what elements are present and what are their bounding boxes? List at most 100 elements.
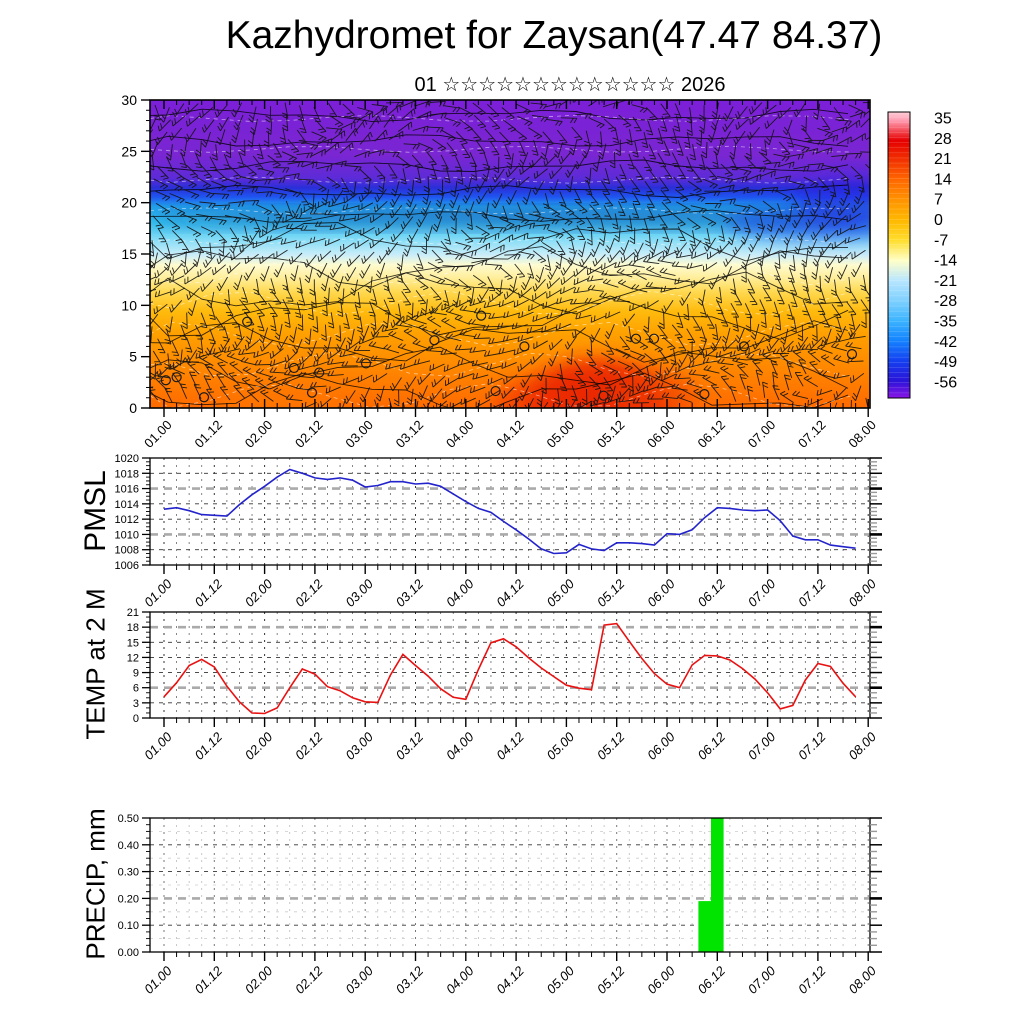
colorbar: 35 28 21 14 7 0 -7 -14 -21 -28 -35 -42 -49 -56 bbox=[887, 111, 957, 399]
y-tick-label: 0.20 bbox=[118, 893, 139, 905]
calm-wind-circle bbox=[306, 387, 318, 398]
colorbar-tick-label: -7 bbox=[934, 232, 948, 249]
svg-text:15: 15 bbox=[121, 246, 137, 262]
y-tick-label: 1008 bbox=[115, 545, 139, 557]
x-tick-label: 01.00 bbox=[141, 963, 175, 997]
x-tick-label: 04.00 bbox=[443, 417, 477, 451]
colorbar-tick-label: -35 bbox=[934, 314, 957, 331]
x-tick-label: 01.12 bbox=[191, 729, 225, 763]
x-tick-label: 05.12 bbox=[594, 576, 628, 610]
y-tick-label: 9 bbox=[133, 668, 139, 680]
x-tick-label: 05.12 bbox=[594, 417, 628, 451]
colorbar-tick-label: 28 bbox=[934, 131, 952, 148]
calm-wind-circle bbox=[171, 372, 182, 383]
x-tick-label: 03.00 bbox=[342, 729, 376, 763]
calm-wind-circle bbox=[699, 389, 710, 400]
x-tick-label: 01.00 bbox=[141, 729, 175, 763]
x-tick-label: 06.00 bbox=[644, 576, 678, 610]
x-tick-label: 05.00 bbox=[544, 576, 578, 610]
isoline bbox=[150, 222, 848, 262]
pmsl-panel: 1006 1008 1010 1012 1014 1016 1018 1020 01.00 01.… bbox=[115, 453, 882, 610]
x-tick-label: 01.12 bbox=[191, 417, 225, 451]
x-tick-label: 06.00 bbox=[644, 417, 678, 451]
x-tick-label: 03.12 bbox=[393, 963, 427, 997]
x-tick-label: 04.12 bbox=[493, 417, 527, 451]
isoline bbox=[150, 108, 849, 123]
x-tick-label: 04.00 bbox=[443, 576, 477, 610]
svg-text:0: 0 bbox=[129, 400, 137, 416]
isoline bbox=[150, 209, 849, 223]
calm-wind-circle bbox=[198, 392, 210, 403]
x-tick-label: 02.12 bbox=[292, 963, 326, 997]
x-tick-label: 01.12 bbox=[191, 576, 225, 610]
x-tick-label: 02.12 bbox=[292, 417, 326, 451]
wind-barbs bbox=[150, 100, 870, 408]
x-tick-label: 06.12 bbox=[694, 963, 728, 997]
calm-wind-circle bbox=[314, 367, 325, 378]
x-tick-label: 05.00 bbox=[544, 963, 578, 997]
temp-series-line bbox=[163, 622, 857, 715]
x-tick-label: 03.00 bbox=[342, 963, 376, 997]
isoline bbox=[150, 320, 849, 363]
temp-panel: 0 3 6 9 12 15 18 21 01.00 01.12 02.00 02.12 03.00 03.… bbox=[127, 607, 882, 763]
x-tick-label: 04.00 bbox=[443, 729, 477, 763]
x-tick-label: 08.00 bbox=[845, 576, 879, 610]
x-tick-label: 04.12 bbox=[493, 729, 527, 763]
x-tick-label: 02.00 bbox=[242, 576, 276, 610]
y-tick-label: 0.50 bbox=[118, 813, 139, 825]
x-tick-label: 06.12 bbox=[694, 729, 728, 763]
colorbar-tick-label: -56 bbox=[934, 374, 957, 391]
temperature-field bbox=[150, 100, 870, 408]
x-tick-label: 06.12 bbox=[694, 417, 728, 451]
colorbar-tick-label: 0 bbox=[934, 212, 943, 229]
x-tick-label: 02.00 bbox=[242, 963, 276, 997]
calm-wind-circle bbox=[242, 316, 253, 327]
y-tick-label: 21 bbox=[127, 607, 139, 619]
x-tick-label: 07.00 bbox=[745, 576, 779, 610]
x-tick-label: 05.12 bbox=[594, 963, 628, 997]
calm-wind-circle bbox=[360, 358, 372, 369]
y-tick-label: 1016 bbox=[115, 484, 139, 496]
calm-wind-circle bbox=[160, 375, 171, 386]
isoline bbox=[150, 271, 849, 315]
precip-bar bbox=[711, 818, 724, 952]
y-tick-label: 1020 bbox=[115, 453, 139, 465]
isoline bbox=[150, 295, 849, 340]
x-tick-label: 07.12 bbox=[795, 729, 829, 763]
y-tick-label: 1010 bbox=[115, 529, 139, 541]
svg-text:25: 25 bbox=[121, 143, 137, 159]
y-tick-label: 0.00 bbox=[118, 947, 139, 959]
colorbar-tick-label: -14 bbox=[934, 253, 957, 270]
x-tick-label: 07.12 bbox=[795, 963, 829, 997]
colorbar-tick-label: 21 bbox=[934, 151, 952, 168]
x-tick-label: 01.12 bbox=[191, 963, 225, 997]
calm-wind-circle bbox=[630, 333, 642, 344]
x-tick-label: 04.12 bbox=[493, 963, 527, 997]
calm-wind-circle bbox=[519, 341, 530, 352]
isoline bbox=[150, 159, 849, 172]
calm-wind-circle bbox=[598, 390, 609, 401]
x-tick-label: 03.00 bbox=[342, 417, 376, 451]
y-tick-label: 0.40 bbox=[118, 840, 139, 852]
page-title: Kazhydromet for Zaysan(47.47 84.37) bbox=[225, 14, 883, 57]
svg-text:10: 10 bbox=[121, 297, 137, 313]
pmsl-axis-title: PMSL bbox=[79, 470, 112, 552]
y-tick-label: 6 bbox=[133, 683, 139, 695]
x-tick-label: 01.00 bbox=[141, 576, 175, 610]
colorbar-tick-label: -42 bbox=[934, 334, 957, 351]
colorbar-tick-label: -28 bbox=[934, 293, 957, 310]
x-tick-label: 08.00 bbox=[845, 963, 879, 997]
x-tick-label: 02.00 bbox=[242, 729, 276, 763]
x-tick-label: 07.00 bbox=[745, 729, 779, 763]
date-range-subtitle: 01 ☆☆☆☆☆☆☆☆☆☆☆☆☆ 2026 bbox=[414, 74, 726, 96]
colorbar-tick-label: -49 bbox=[934, 354, 957, 371]
colorbar-tick-label: 35 bbox=[934, 111, 952, 128]
x-tick-label: 02.12 bbox=[292, 576, 326, 610]
calm-wind-circle bbox=[429, 335, 440, 346]
x-tick-label: 07.00 bbox=[745, 963, 779, 997]
y-tick-label: 0 bbox=[133, 713, 139, 725]
calm-wind-circle bbox=[288, 362, 300, 374]
x-tick-label: 07.12 bbox=[795, 576, 829, 610]
colorbar-tick-label: 14 bbox=[934, 171, 952, 188]
x-tick-label: 06.00 bbox=[644, 963, 678, 997]
